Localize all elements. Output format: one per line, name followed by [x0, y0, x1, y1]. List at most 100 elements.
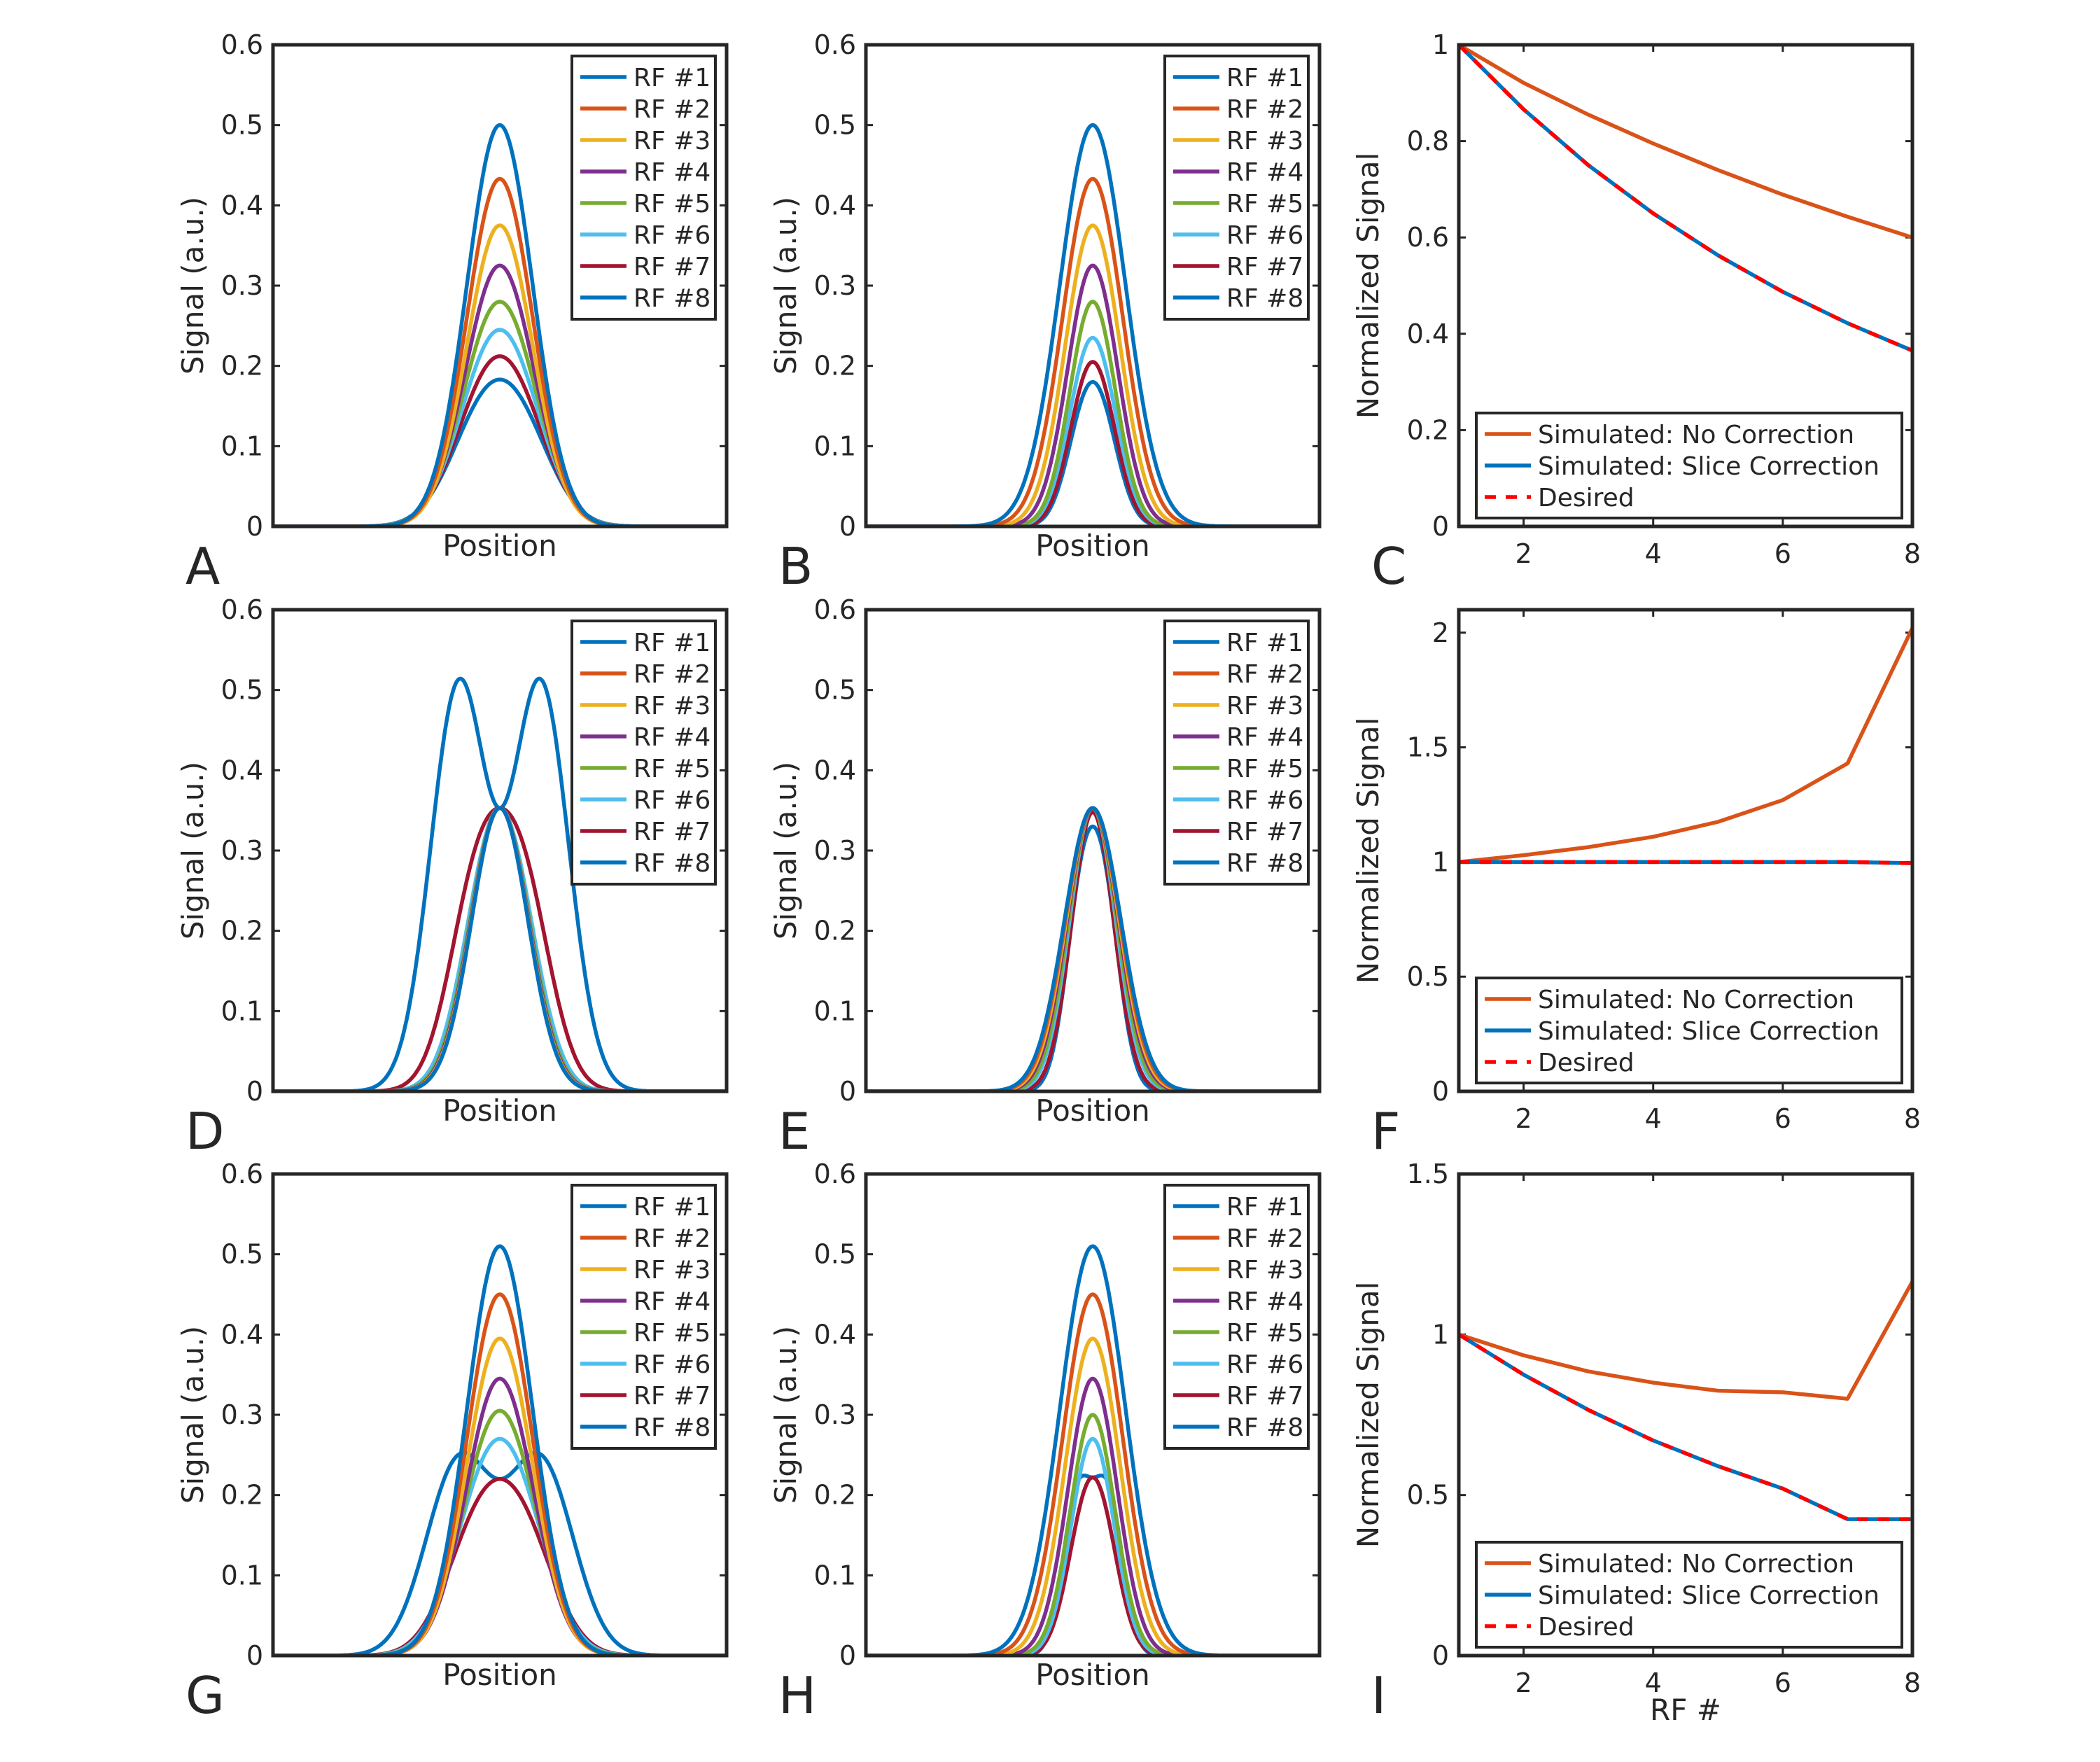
panel-label: H: [778, 1666, 816, 1725]
panel-b: 0 0.1 0.2 0.3 0.4 0.5 0.6 Position Signal (a.u.)…: [769, 29, 1322, 596]
series-line-rf-6: [866, 335, 1320, 526]
series-line-rf-4: [866, 263, 1320, 526]
y-tick-label: 0.6: [221, 1159, 263, 1189]
legend-label: Simulated: No Correction: [1538, 421, 1854, 449]
panel-g: 0 0.1 0.2 0.3 0.4 0.5 0.6 Position Signal (a.u.)…: [176, 1159, 729, 1725]
y-tick-label: 0.2: [221, 1480, 263, 1511]
series-line-rf-2: [866, 1292, 1320, 1656]
legend-box: [1475, 1541, 1903, 1649]
y-tick-label: 1: [1432, 29, 1449, 60]
axes-box: [864, 608, 1322, 1093]
y-tick-label: 0.2: [221, 916, 263, 946]
axes-box: [271, 1172, 729, 1658]
series-line-rf-5: [866, 300, 1320, 526]
legend-label: Simulated: Slice Correction: [1538, 452, 1879, 481]
panel-e: 0 0.1 0.2 0.3 0.4 0.5 0.6 Position Signal (a.u.)…: [769, 594, 1322, 1161]
axes-box: [1457, 43, 1914, 529]
panel-d: 0 0.1 0.2 0.3 0.4 0.5 0.6 Position Signal (a.u.)…: [176, 594, 729, 1161]
x-tick-label: 8: [1904, 1667, 1921, 1698]
y-tick-label: 0.5: [814, 110, 856, 141]
y-axis-label: Normalized Signal: [1351, 153, 1385, 419]
legend-box: [570, 55, 717, 321]
legend-label: RF #3: [1226, 1256, 1303, 1285]
series-line-rf-6: [866, 1436, 1320, 1656]
plot-lines: [866, 123, 1320, 526]
y-tick-label: 0.6: [221, 29, 263, 60]
series-line-rf-1: [866, 1244, 1320, 1656]
legend-label: RF #6: [1226, 786, 1303, 815]
series-line-desired: [1459, 45, 1912, 353]
y-axis-label: Signal (a.u.): [769, 197, 803, 375]
series-line-rf-6: [273, 1436, 727, 1656]
y-tick-label: 0: [246, 511, 263, 542]
y-tick-label: 0.6: [1407, 222, 1449, 253]
y-tick-label: 0.3: [221, 270, 263, 301]
legend: RF #1RF #2RF #3RF #4RF #5RF #6RF #7RF #8: [570, 55, 717, 321]
legend-label: RF #4: [1226, 1287, 1303, 1316]
legend: Simulated: No Correction Simulated: Slice…: [1475, 412, 1903, 519]
legend-label: RF #1: [1226, 1193, 1303, 1222]
y-tick-label: 0.2: [814, 916, 856, 946]
x-tick-label: 2: [1515, 1103, 1532, 1134]
y-tick-label: 2: [1432, 617, 1449, 648]
series-line-slice-correction: [1459, 45, 1912, 353]
y-axis-label: Signal (a.u.): [176, 1326, 210, 1504]
series-line-rf-1: [866, 123, 1320, 526]
series-line-rf-8: [273, 377, 727, 526]
plot-lines: [866, 806, 1320, 1091]
series-line-rf-1: [273, 806, 727, 1091]
y-tick-label: 0.3: [814, 270, 856, 301]
legend: RF #1RF #2RF #3RF #4RF #5RF #6RF #7RF #8: [570, 1184, 717, 1450]
legend-label: RF #8: [1226, 849, 1303, 878]
legend-box: [570, 620, 717, 886]
panel-label: A: [186, 537, 220, 596]
y-axis-label: Signal (a.u.): [769, 762, 803, 939]
x-tick-label: 4: [1645, 1103, 1662, 1134]
y-tick-label: 0.2: [1407, 414, 1449, 445]
legend-label: RF #3: [1226, 692, 1303, 720]
legend-label: RF #1: [634, 629, 710, 657]
y-tick-label: 0.4: [814, 1319, 856, 1350]
y-tick-label: 0.6: [814, 594, 856, 625]
legend-label: RF #2: [634, 660, 710, 689]
series-line-rf-7: [273, 354, 727, 526]
series-line-rf-5: [273, 1408, 727, 1656]
series-line-no-correction: [1459, 1280, 1912, 1401]
y-tick-label: 0.3: [221, 1399, 263, 1430]
axes-box: [1457, 608, 1914, 1093]
y-tick-label: 0.5: [1407, 1480, 1449, 1511]
legend-label: RF #4: [634, 1287, 710, 1316]
x-tick-label: 2: [1515, 1667, 1532, 1698]
legend-label: RF #5: [634, 1319, 710, 1348]
panel-label: C: [1371, 537, 1406, 596]
y-tick-label: 0.5: [814, 1239, 856, 1270]
y-tick-label: 0.5: [221, 675, 263, 706]
legend-label: RF #5: [634, 755, 710, 783]
y-tick-label: 0: [246, 1076, 263, 1107]
x-tick-label: 6: [1774, 1667, 1791, 1698]
y-tick-label: 0: [839, 1640, 856, 1671]
y-tick-label: 0.4: [221, 190, 263, 221]
legend-label: RF #3: [634, 692, 710, 720]
x-tick-label: 8: [1904, 1103, 1921, 1134]
series-line-rf-8: [866, 1473, 1320, 1656]
legend-label: RF #7: [634, 253, 710, 281]
legend-box: [1475, 977, 1903, 1084]
legend-label: RF #5: [634, 190, 710, 218]
y-tick-label: 1: [1432, 1319, 1449, 1350]
x-tick-label: 8: [1904, 538, 1921, 569]
x-axis-label: Position: [1035, 1093, 1150, 1128]
series-line-rf-8: [866, 824, 1320, 1091]
series-line-rf-7: [866, 810, 1320, 1091]
legend-box: [1163, 1184, 1310, 1450]
legend-label: RF #3: [1226, 127, 1303, 155]
y-tick-label: 0.6: [814, 1159, 856, 1189]
legend-box: [1163, 55, 1310, 321]
series-line-desired: [1459, 1332, 1912, 1521]
y-tick-label: 0.4: [1407, 319, 1449, 349]
legend: RF #1RF #2RF #3RF #4RF #5RF #6RF #7RF #8: [1163, 620, 1310, 886]
series-line-rf-5: [866, 1413, 1320, 1656]
y-axis-label: Signal (a.u.): [176, 762, 210, 939]
legend-label: RF #1: [634, 64, 710, 92]
